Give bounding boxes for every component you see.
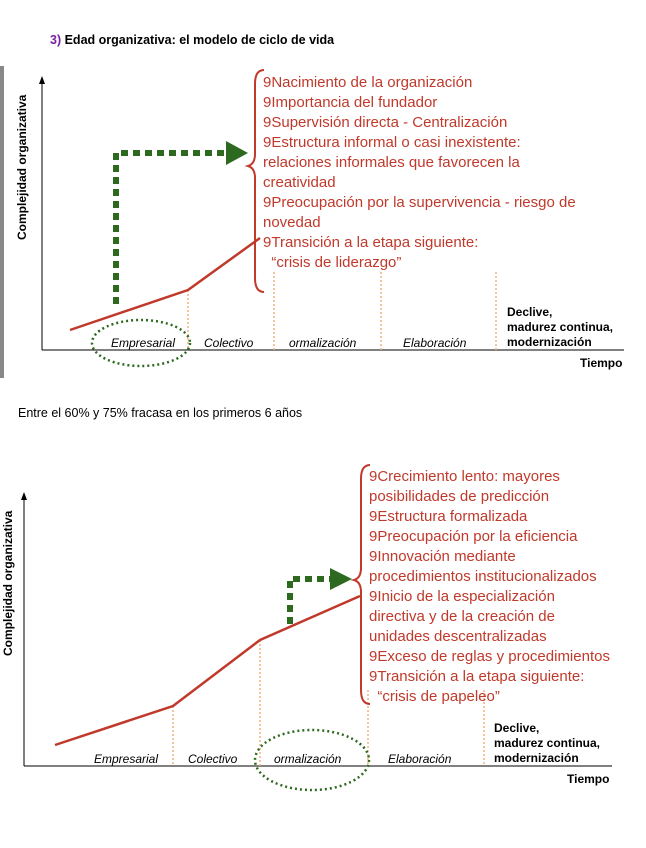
diagram-1-highlight-ellipse	[90, 318, 192, 368]
diagram-2-stage-empresarial: Empresarial	[94, 752, 158, 766]
diagram-2-x-axis-label: Tiempo	[567, 772, 609, 786]
diagram-1-text-block: 9Nacimiento de la organización 9Importan…	[263, 74, 576, 271]
diagram-2-line-2: posibilidades de predicción	[369, 488, 549, 505]
diagram-2-declive-line-2: madurez continua,	[494, 736, 600, 750]
diagram-1-bullet-6: 9Transición a la etapa siguiente:	[263, 234, 478, 251]
diagram-2-bullet-5: 9Inicio de la especialización	[369, 588, 555, 605]
diagram-1-bullet-1: 9Nacimiento de la organización	[263, 74, 472, 91]
diagram-2-bullet-2: 9Estructura formalizada	[369, 508, 528, 525]
diagram-2-stage-elaboracion: Elaboración	[388, 752, 452, 766]
diagram-1-x-axis-label: Tiempo	[580, 356, 622, 370]
diagram-2-bullet-1: 9Crecimiento lento: mayores	[369, 468, 560, 485]
diagram-2-declive-line-1: Declive,	[494, 721, 539, 735]
diagram-1-stage-empresarial: Empresarial	[111, 336, 175, 350]
diagram-2-text-block: 9Crecimiento lento: mayores posibilidade…	[369, 468, 610, 705]
failure-statistic-text: Entre el 60% y 75% fracasa en los primer…	[18, 406, 303, 420]
diagram-1-y-axis-arrow-icon	[39, 76, 45, 84]
diagram-1-bullet-5: 9Preocupación por la supervivencia - rie…	[263, 194, 576, 211]
diagram-2-stage-colectivo: Colectivo	[188, 752, 238, 766]
diagram-2: Complejidad organizativa Tiempo Empresar…	[1, 464, 612, 792]
diagram-2-arrow-head-icon	[330, 568, 352, 590]
diagram-2-dashed-arrow	[287, 576, 332, 624]
diagram-2-line-9: unidades descentralizadas	[369, 628, 547, 645]
diagram-1-dashed-arrow	[113, 150, 228, 304]
diagram-2-bullet-3: 9Preocupación por la eficiencia	[369, 528, 578, 545]
diagram-1-side-bar	[0, 66, 4, 378]
diagram-1-growth-curve	[69, 236, 261, 332]
diagram-1-bullet-4: 9Estructura informal o casi inexistente:	[263, 134, 521, 151]
diagram-2-stage-formalizacion: ormalización	[274, 752, 342, 766]
diagram-2-bullet-7: 9Transición a la etapa siguiente:	[369, 668, 584, 685]
page-title: 3) Edad organizativa: el modelo de ciclo…	[50, 33, 334, 47]
diagram-1-declive-line-3: modernización	[507, 335, 592, 349]
diagram-1-bullet-3: 9Supervisión directa - Centralización	[263, 114, 507, 131]
diagram-1-line-8: novedad	[263, 214, 321, 231]
diagram-2-growth-curve	[54, 594, 361, 747]
diagram-2-line-12: “crisis de papeleo”	[369, 688, 500, 705]
diagram-2-bullet-4: 9Innovación mediante	[369, 548, 516, 565]
title-number: 3)	[50, 33, 62, 47]
diagram-2-y-axis-arrow-icon	[21, 492, 27, 500]
diagram-1-stage-colectivo: Colectivo	[204, 336, 254, 350]
diagram-2-y-axis-label: Complejidad organizativa	[1, 510, 15, 656]
diagram-2-brace	[350, 464, 371, 705]
diagram-1-line-6: creatividad	[263, 174, 336, 191]
diagram-1-bullet-2: 9Importancia del fundador	[263, 94, 437, 111]
diagram-1-line-10: “crisis de liderazgo”	[263, 254, 401, 271]
diagram-1-arrow-head-icon	[226, 141, 248, 165]
diagram-2-highlight-ellipse	[253, 728, 371, 792]
diagram-1-stage-elaboracion: Elaboración	[403, 336, 467, 350]
diagram-2-line-8: directiva y de la creación de	[369, 608, 555, 625]
diagram-1-declive-line-1: Declive,	[507, 305, 552, 319]
diagram-1-line-5: relaciones informales que favorecen la	[263, 154, 520, 171]
diagram-1-y-axis-label: Complejidad organizativa	[15, 94, 29, 240]
diagram-1-declive-line-2: madurez continua,	[507, 320, 613, 334]
diagram-1-brace	[244, 69, 265, 293]
diagram-2-bullet-6: 9Exceso de reglas y procedimientos	[369, 648, 610, 665]
diagram-2-line-6: procedimientos institucionalizados	[369, 568, 597, 585]
diagram-1-stage-formalizacion: ormalización	[289, 336, 357, 350]
diagram-1: Complejidad organizativa Tiempo Empresar…	[0, 66, 624, 378]
title-text: Edad organizativa: el modelo de ciclo de…	[61, 33, 335, 47]
diagram-2-declive-line-3: modernización	[494, 751, 579, 765]
